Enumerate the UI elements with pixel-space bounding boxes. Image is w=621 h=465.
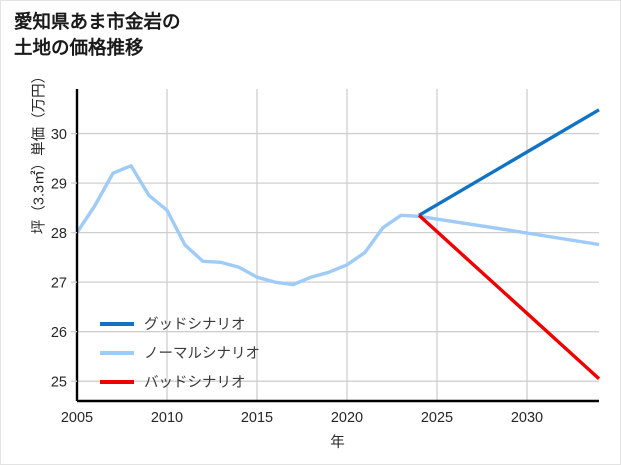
x-tick-label: 2010 — [151, 410, 183, 426]
x-tick-label: 2005 — [61, 410, 93, 426]
x-tick-label: 2020 — [331, 410, 363, 426]
legend-label[interactable]: グッドシナリオ — [144, 316, 246, 333]
chart-title: 愛知県あま市金岩の 土地の価格推移 — [14, 11, 181, 59]
y-tick-label: 26 — [51, 325, 67, 341]
x-axis-label: 年 — [330, 435, 345, 451]
legend-label[interactable]: ノーマルシナリオ — [144, 346, 260, 362]
series-line — [75, 164, 600, 287]
y-tick-label: 25 — [51, 374, 67, 390]
y-tick-labels: 25 26 27 28 29 30 — [51, 127, 77, 390]
x-tick-labels: 2005 2010 2015 2020 2025 2030 — [61, 410, 543, 426]
x-tick-label: 2030 — [511, 410, 543, 426]
legend-label[interactable]: バッドシナリオ — [144, 375, 246, 391]
series-line — [418, 108, 600, 217]
y-tick-label: 30 — [51, 127, 67, 143]
series-line — [417, 214, 601, 380]
y-tick-label: 27 — [51, 275, 67, 291]
x-tick-label: 2025 — [421, 410, 453, 426]
x-tick-label: 2015 — [241, 410, 273, 426]
y-tick-label: 28 — [51, 226, 67, 242]
y-tick-label: 29 — [51, 176, 67, 192]
series-lines — [75, 108, 601, 380]
